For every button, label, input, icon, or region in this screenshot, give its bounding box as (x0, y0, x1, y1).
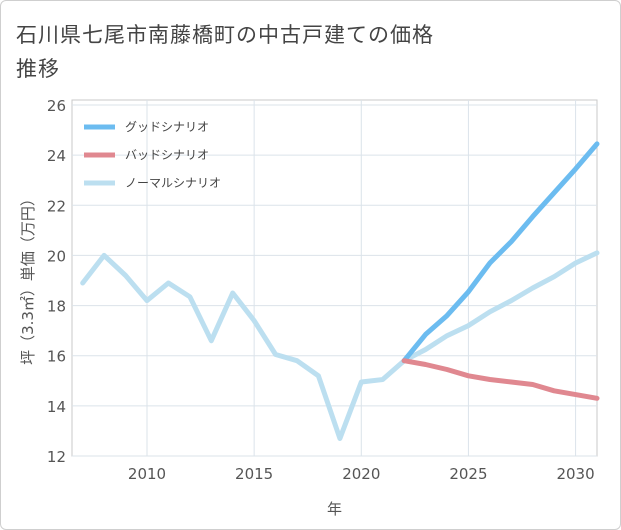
chart-title: 石川県七尾市南藤橋町の中古戸建ての価格推移 (16, 23, 434, 81)
legend-label: ノーマルシナリオ (125, 176, 221, 190)
series-line (80, 250, 600, 441)
x-tick-label: 2015 (235, 465, 273, 483)
y-tick-label: 18 (47, 298, 66, 316)
series-line (401, 358, 600, 401)
y-tick-label: 16 (47, 348, 66, 366)
y-tick-label: 26 (47, 97, 66, 115)
y-tick-label: 14 (47, 398, 66, 416)
legend-label: バッドシナリオ (125, 148, 209, 162)
y-tick-label: 24 (47, 147, 66, 165)
plot-area (71, 99, 598, 457)
x-tick-label: 2025 (449, 465, 487, 483)
y-tick-label: 22 (47, 197, 66, 215)
legend-label: グッドシナリオ (125, 120, 209, 134)
x-tick-label: 2030 (556, 465, 594, 483)
y-axis-label: 坪（3.3㎡）単価（万円） (19, 191, 37, 365)
y-tick-label: 12 (47, 448, 66, 466)
x-tick-label: 2010 (128, 465, 166, 483)
grid (72, 100, 597, 457)
axis-ticks: 12 14 16 18 20 22 24 26 2010 2015 2020 2025 2030 (47, 97, 595, 483)
x-tick-label: 2020 (342, 465, 380, 483)
series-lines (80, 141, 600, 441)
x-axis-label: 年 (327, 500, 342, 518)
y-tick-label: 20 (47, 247, 66, 265)
series-line (401, 141, 600, 364)
